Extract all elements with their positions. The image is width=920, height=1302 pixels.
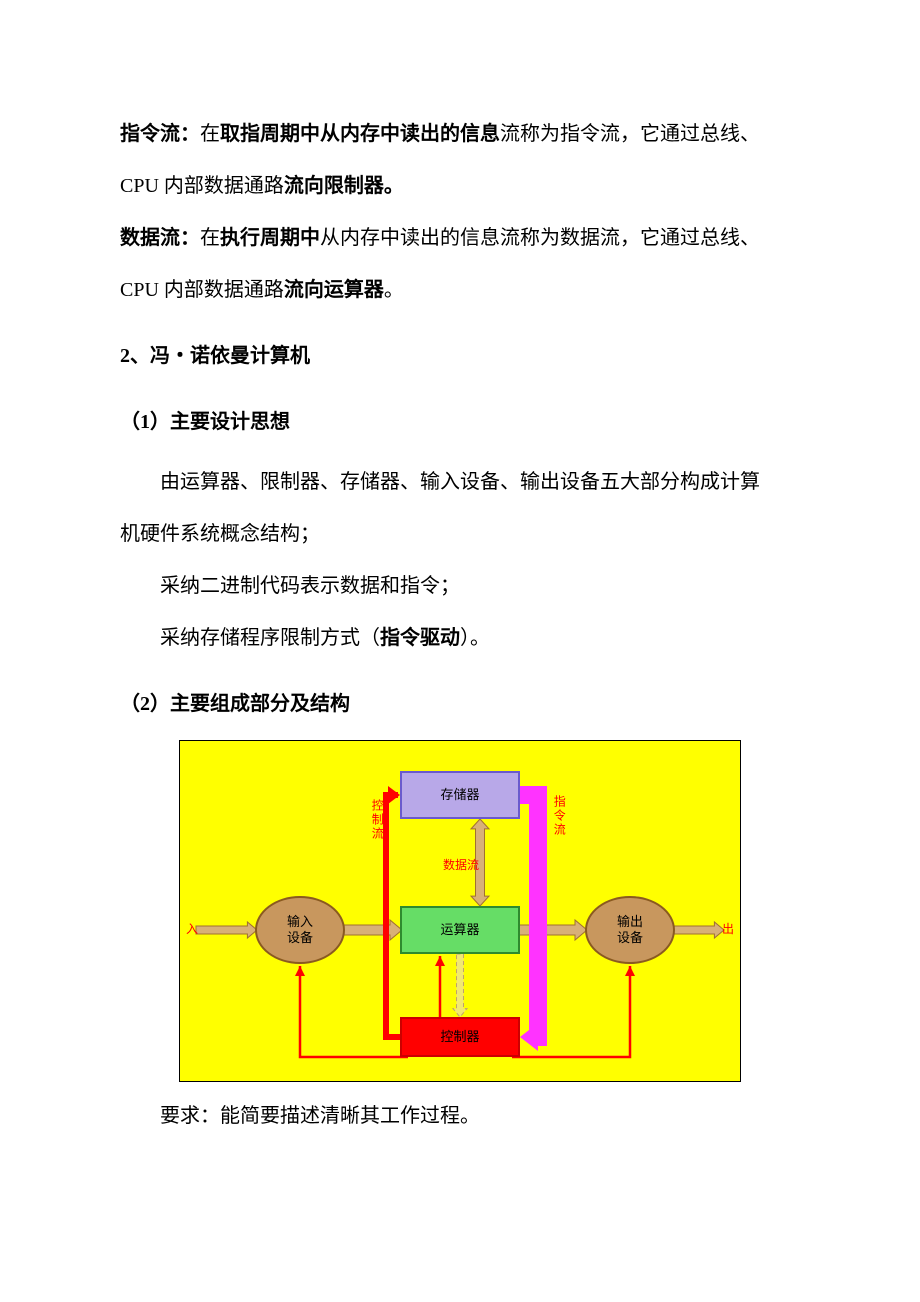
paragraph-data-flow-1: 数据流：在执行周期中从内存中读出的信息流称为数据流，它通过总线、: [120, 214, 800, 262]
paragraph-design-3: 采纳存储程序限制方式（指令驱动）。: [120, 614, 800, 662]
diagram-label-outLabel: 出: [722, 923, 734, 936]
heading-section-2: 2、冯・诺依曼计算机: [120, 332, 800, 380]
diagram-label-dataFlow: 数据流: [443, 859, 479, 872]
paragraph-design-1: 由运算器、限制器、存储器、输入设备、输出设备五大部分构成计算: [120, 458, 800, 506]
node-storage: 存储器: [400, 771, 520, 819]
node-input-device: 输入 设备: [255, 896, 345, 964]
diagram-label-inLabel: 入: [186, 923, 198, 936]
paragraph-design-1b: 机硬件系统概念结构；: [120, 510, 800, 558]
term-data-flow: 数据流：: [120, 227, 200, 249]
node-controller: 控制器: [400, 1017, 520, 1057]
heading-2-1: （1）主要设计思想: [120, 398, 800, 446]
heading-2-2: （2）主要组成部分及结构: [120, 680, 800, 728]
paragraph-data-flow-2: CPU 内部数据通路流向运算器。: [120, 266, 800, 314]
paragraph-instr-flow-1: 指令流：在取指周期中从内存中读出的信息流称为指令流，它通过总线、: [120, 110, 800, 158]
diagram-label-ctrlFlow: 控制流: [370, 799, 383, 841]
paragraph-instr-flow-2: CPU 内部数据通路流向限制器。: [120, 162, 800, 210]
diagram-label-instrFlow: 指令流: [552, 795, 565, 837]
term-instruction-flow: 指令流：: [120, 123, 200, 145]
diagram-container: 存储器运算器控制器 输入 设备 输出 设备 控制流 指令流数据流入 出: [120, 740, 800, 1082]
node-output-device: 输出 设备: [585, 896, 675, 964]
node-alu: 运算器: [400, 906, 520, 954]
von-neumann-diagram: 存储器运算器控制器 输入 设备 输出 设备 控制流 指令流数据流入 出: [179, 740, 741, 1082]
paragraph-design-2: 采纳二进制代码表示数据和指令；: [120, 562, 800, 610]
document-page: 指令流：在取指周期中从内存中读出的信息流称为指令流，它通过总线、 CPU 内部数…: [0, 0, 920, 1204]
paragraph-requirement: 要求：能简要描述清晰其工作过程。: [120, 1092, 800, 1140]
